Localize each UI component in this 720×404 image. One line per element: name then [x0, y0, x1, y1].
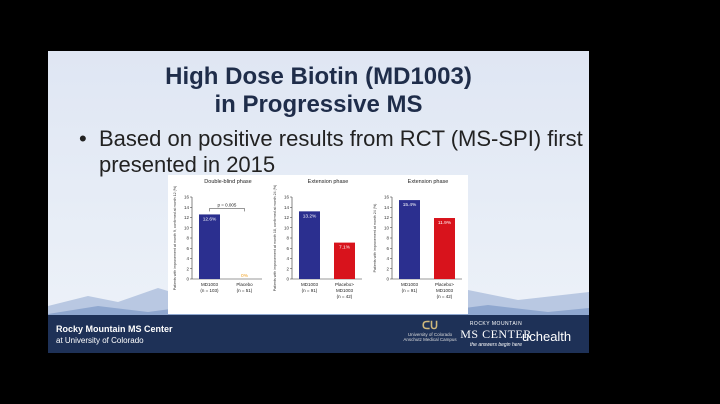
chart-bar	[434, 218, 455, 279]
bullet-marker: •	[79, 126, 87, 151]
y-tick-label: 10	[284, 225, 290, 230]
significance-label: p = 0.005	[218, 202, 237, 207]
bar-value-label: 12.6%	[203, 216, 217, 222]
chart-bar	[399, 200, 420, 279]
x-category-label: (n = 42)	[437, 294, 453, 299]
bar-charts: Double-blind phase Patients with improvem…	[173, 179, 462, 299]
bar-value-label: 13.2%	[303, 213, 317, 219]
x-category-label: MD1003	[301, 282, 319, 287]
x-category-label: (n = 42)	[337, 294, 353, 299]
slide-title-line2: in Progressive MS	[214, 91, 423, 118]
y-tick-label: 4	[286, 256, 289, 261]
slide-footer: Rocky Mountain MS Center at University o…	[48, 315, 589, 353]
slide-title-line1: High Dose Biotin (MD1003)	[165, 63, 472, 90]
y-tick-label: 8	[386, 236, 389, 241]
x-category-label: Placebo	[236, 282, 253, 287]
bar-value-label: 0%	[241, 273, 249, 279]
results-figure: Double-blind phase Patients with improvem…	[168, 175, 468, 314]
cu-logo-icon: ᑕᑌ	[421, 320, 439, 332]
y-tick-label: 6	[286, 246, 289, 251]
y-tick-label: 8	[186, 236, 189, 241]
y-tick-label: 2	[286, 266, 289, 271]
bar-value-label: 15.4%	[403, 202, 417, 208]
significance-bracket	[209, 208, 245, 212]
y-tick-label: 2	[386, 266, 389, 271]
x-category-label: (n = 91)	[302, 288, 318, 293]
y-tick-label: 14	[284, 205, 290, 210]
chart-bar	[299, 211, 320, 279]
cu-anschutz-logo: ᑕᑌ University of Colorado Anschutz Medic…	[403, 319, 457, 351]
bullet-text: Based on positive results from RCT (MS-S…	[99, 126, 583, 177]
bar-value-label: 7.1%	[339, 245, 351, 251]
y-tick-label: 6	[386, 246, 389, 251]
y-tick-label: 12	[284, 215, 290, 220]
rmms-logo-top: ROCKY MOUNTAIN	[469, 321, 523, 327]
rmms-logo-tagline: the answers begin here	[470, 342, 522, 348]
x-category-label: MD1003	[201, 282, 219, 287]
x-category-label: (n = 91)	[402, 288, 418, 293]
y-tick-label: 4	[186, 256, 189, 261]
y-tick-label: 12	[184, 215, 190, 220]
chart-ylabel: Patients with improvement at month 9, co…	[173, 186, 177, 290]
y-tick-label: 8	[286, 236, 289, 241]
chart-title: Extension phase	[408, 179, 449, 185]
x-category-label: (n = 51)	[237, 288, 253, 293]
y-tick-label: 0	[186, 277, 189, 282]
y-tick-label: 0	[386, 277, 389, 282]
presentation-slide: High Dose Biotin (MD1003) in Progressive…	[48, 51, 589, 353]
x-category-label: Placebo>	[435, 282, 454, 287]
y-tick-label: 16	[284, 195, 290, 200]
y-tick-label: 6	[186, 246, 189, 251]
footer-center-affiliation: at University of Colorado	[56, 336, 144, 345]
y-tick-label: 12	[384, 215, 390, 220]
y-tick-label: 4	[386, 256, 389, 261]
x-category-label: MD1003	[336, 288, 354, 293]
y-tick-label: 10	[384, 225, 390, 230]
y-tick-label: 14	[384, 205, 390, 210]
x-category-label: MD1003	[436, 288, 454, 293]
y-tick-label: 16	[384, 195, 390, 200]
rmms-center-logo: ROCKY MOUNTAIN MS CENTER the answers beg…	[456, 321, 536, 348]
y-tick-label: 16	[184, 195, 190, 200]
rmms-logo-main: MS CENTER	[460, 327, 532, 341]
cu-logo-line1: University of Colorado	[407, 332, 453, 337]
chart-bar	[199, 214, 220, 279]
y-tick-label: 2	[186, 266, 189, 271]
uchealth-logo: uchealth	[522, 329, 572, 344]
x-category-label: (n = 103)	[200, 288, 219, 293]
bar-value-label: 11.9%	[438, 220, 452, 226]
footer-center-name: Rocky Mountain MS Center	[56, 324, 173, 334]
chart-title: Extension phase	[308, 179, 349, 185]
y-tick-label: 14	[184, 205, 190, 210]
chart-ylabel: Patients with improvement at month 24 (%…	[373, 204, 377, 273]
cu-logo-line2: Anschutz Medical Campus	[403, 337, 457, 342]
y-tick-label: 10	[184, 225, 190, 230]
chart-bar	[334, 242, 355, 279]
x-category-label: MD1003	[401, 282, 419, 287]
chart-title: Double-blind phase	[204, 179, 251, 185]
x-category-label: Placebo>	[335, 282, 354, 287]
chart-ylabel: Patients with improvement at month 18, c…	[273, 185, 277, 291]
y-tick-label: 0	[286, 277, 289, 282]
